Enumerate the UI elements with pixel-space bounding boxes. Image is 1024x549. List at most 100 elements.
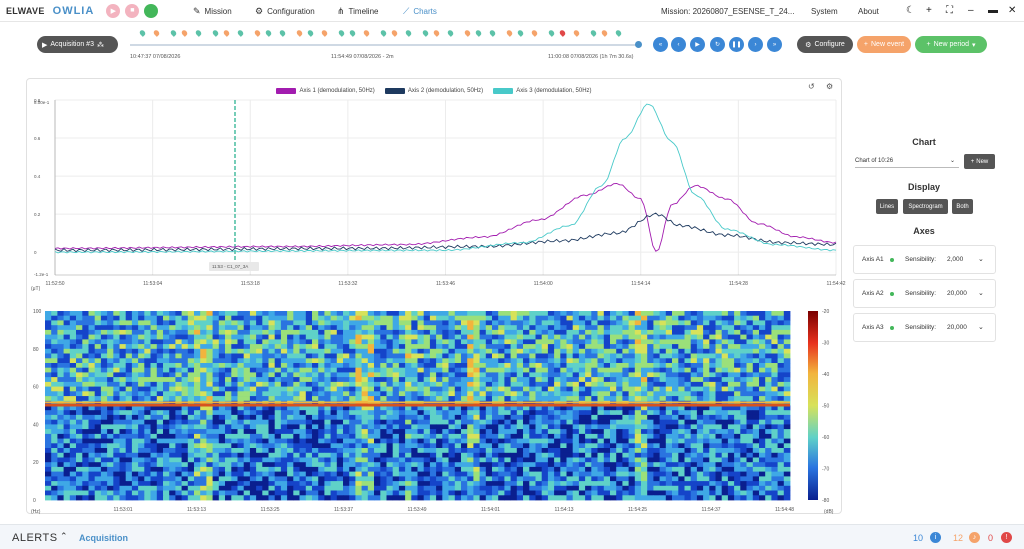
event-pin[interactable] <box>432 29 441 37</box>
event-pin[interactable] <box>614 29 623 37</box>
play-button[interactable]: ▶ <box>690 37 705 52</box>
nav-configuration[interactable]: ⚙ Configuration <box>255 6 315 16</box>
event-pin[interactable] <box>236 29 245 37</box>
window-icon[interactable]: ▬ <box>988 5 998 16</box>
timeline-track[interactable] <box>130 44 638 46</box>
axis-card-a1: Axis A1 Sensibility: 2,000 ⌄ <box>853 245 996 274</box>
system-menu[interactable]: System <box>811 7 838 16</box>
nav-charts[interactable]: ⟋ Charts <box>403 6 437 16</box>
new-event-button[interactable]: + New event <box>857 36 911 53</box>
product-logo: OWLIA <box>52 4 95 17</box>
event-pin[interactable] <box>295 29 304 37</box>
event-pin[interactable] <box>264 29 273 37</box>
event-pin[interactable] <box>505 29 514 37</box>
event-pin[interactable] <box>169 29 178 37</box>
reset-zoom-icon[interactable]: ↺ <box>808 82 815 91</box>
event-pin[interactable] <box>253 29 262 37</box>
pencil-icon: ✎ <box>193 6 201 16</box>
chart-legend: Axis 1 (demodulation, 50Hz) Axis 2 (demo… <box>0 88 868 94</box>
step-back-button[interactable]: ‹ <box>671 37 686 52</box>
sensibility-select[interactable]: 20,000 <box>947 324 967 331</box>
event-pin[interactable] <box>379 29 388 37</box>
event-pin[interactable] <box>446 29 455 37</box>
about-menu[interactable]: About <box>858 7 879 16</box>
event-pin[interactable] <box>306 29 315 37</box>
event-pin[interactable] <box>516 29 525 37</box>
sensibility-select[interactable]: 20,000 <box>947 290 967 297</box>
legend-item-axis3[interactable]: Axis 3 (demodulation, 50Hz) <box>493 88 592 94</box>
event-pin[interactable] <box>320 29 329 37</box>
record-play-button[interactable]: ▶ <box>106 3 121 18</box>
event-pin[interactable] <box>278 29 287 37</box>
event-pin[interactable] <box>421 29 430 37</box>
event-pin[interactable] <box>152 29 161 37</box>
acquisition-selector[interactable]: ▶ Acquisition #3 ⁂ <box>37 36 118 53</box>
status-dot <box>890 326 894 330</box>
event-pin[interactable] <box>194 29 203 37</box>
event-pin[interactable] <box>589 29 598 37</box>
event-pin[interactable] <box>558 29 567 37</box>
event-pin[interactable] <box>463 29 472 37</box>
nav-mission[interactable]: ✎ Mission <box>193 6 232 16</box>
dark-mode-icon[interactable]: ☾ <box>906 5 915 16</box>
alerts-bar: ALERTS ⌃ Acquisition 10 i 12 ♪ 0 ! <box>0 524 1024 549</box>
event-pin[interactable] <box>180 29 189 37</box>
skip-end-button[interactable]: » <box>767 37 782 52</box>
minimize-icon[interactable]: – <box>968 5 974 16</box>
plus-icon: + <box>970 158 975 165</box>
event-pin[interactable] <box>348 29 357 37</box>
chevron-down-icon[interactable]: ⌄ <box>978 290 984 297</box>
timeline-mid-label: 11:54:49 07/08/2026 - 2m <box>331 54 394 60</box>
plus-icon: + <box>926 41 931 48</box>
configure-button[interactable]: ⚙ Configure <box>797 36 853 53</box>
step-forward-button[interactable]: › <box>748 37 763 52</box>
chart-select[interactable]: Chart of 10:26 ⌄ <box>855 154 959 168</box>
add-icon[interactable]: + <box>926 5 932 16</box>
fullscreen-icon[interactable]: ⛶ <box>946 5 953 16</box>
event-pin[interactable] <box>337 29 346 37</box>
info-icon[interactable]: i <box>930 532 941 543</box>
chevron-down-icon[interactable]: ⌄ <box>978 256 984 263</box>
event-pin[interactable] <box>404 29 413 37</box>
chevron-up-icon[interactable]: ⌃ <box>60 531 68 541</box>
nav-timeline[interactable]: ⋔ Timeline <box>337 6 379 16</box>
antenna-icon: ⁂ <box>96 41 104 49</box>
close-icon[interactable]: ✕ <box>1008 5 1017 16</box>
event-pin[interactable] <box>474 29 483 37</box>
skip-start-button[interactable]: « <box>653 37 668 52</box>
alerts-title[interactable]: ALERTS <box>12 532 58 544</box>
record-stop-button[interactable]: ■ <box>125 3 140 18</box>
bell-icon[interactable]: ♪ <box>969 532 980 543</box>
event-pin[interactable] <box>547 29 556 37</box>
display-section-title: Display <box>907 182 940 192</box>
axis-card-a2: Axis A2 Sensibility: 20,000 ⌄ <box>853 279 996 308</box>
legend-item-axis2[interactable]: Axis 2 (demodulation, 50Hz) <box>384 88 483 94</box>
legend-swatch <box>276 88 297 94</box>
pause-button[interactable]: ❚❚ <box>729 37 744 52</box>
event-pin[interactable] <box>362 29 371 37</box>
legend-swatch <box>493 88 514 94</box>
sensibility-select[interactable]: 2,000 <box>947 256 964 263</box>
event-pin[interactable] <box>600 29 609 37</box>
event-pin[interactable] <box>530 29 539 37</box>
event-pin[interactable] <box>572 29 581 37</box>
event-pin[interactable] <box>222 29 231 37</box>
event-pin[interactable] <box>138 29 147 37</box>
chart-settings-icon[interactable]: ⚙ <box>826 82 834 91</box>
display-spectrogram-button[interactable]: Spectrogram <box>903 199 948 214</box>
legend-item-axis1[interactable]: Axis 1 (demodulation, 50Hz) <box>276 88 375 94</box>
acquisition-tab[interactable]: Acquisition <box>79 533 128 543</box>
chevron-down-icon[interactable]: ⌄ <box>978 324 984 331</box>
plus-icon: + <box>863 41 868 48</box>
chart-icon: ⟋ <box>403 6 410 16</box>
display-both-button[interactable]: Both <box>952 199 973 214</box>
event-pin[interactable] <box>488 29 497 37</box>
loop-button[interactable]: ↻ <box>710 37 725 52</box>
event-pin[interactable] <box>390 29 399 37</box>
new-period-button[interactable]: + New period ▾ <box>915 36 987 53</box>
timeline-cursor[interactable] <box>635 41 642 48</box>
display-lines-button[interactable]: Lines <box>876 199 898 214</box>
gear-icon: ⚙ <box>255 6 264 16</box>
new-chart-button[interactable]: + New <box>964 154 995 169</box>
event-pin[interactable] <box>211 29 220 37</box>
